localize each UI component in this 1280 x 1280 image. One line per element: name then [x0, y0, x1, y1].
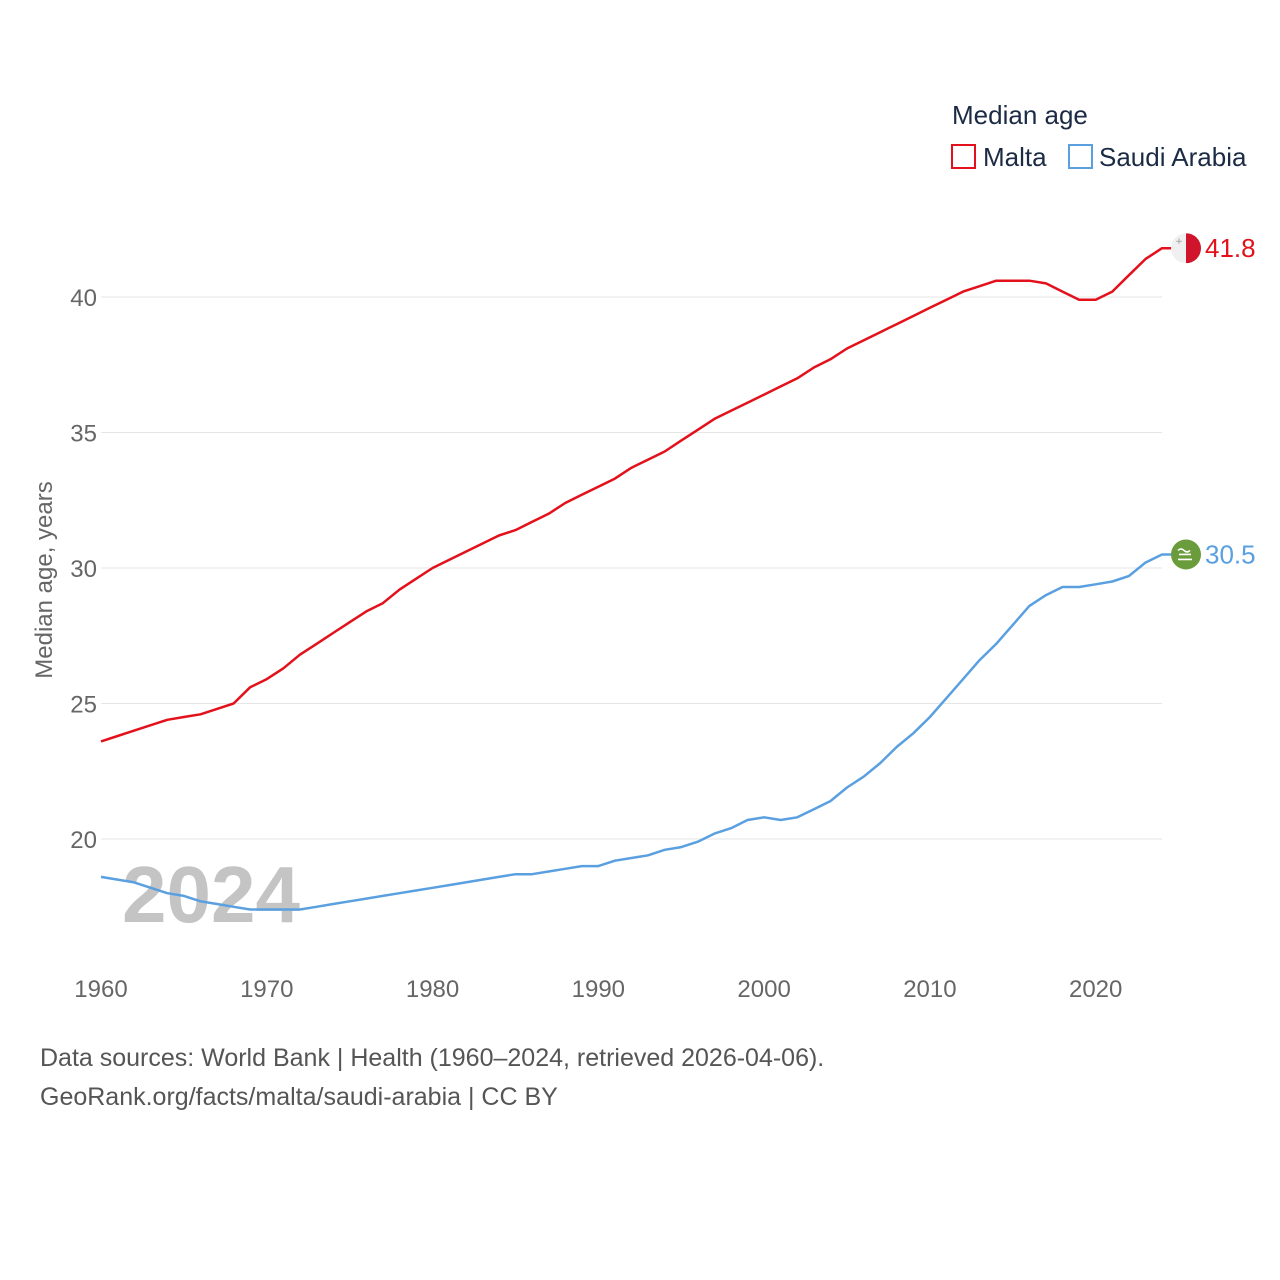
y-tick-label: 35 [70, 421, 97, 448]
y-axis-title: Median age, years [31, 481, 58, 678]
saudi-arabia-flag-icon [1171, 539, 1201, 570]
y-tick-label: 30 [70, 556, 97, 583]
series-line-malta[interactable] [100, 246, 1172, 743]
year-watermark: 2024 [122, 850, 300, 939]
legend: Median age Malta Saudi Arabia [951, 100, 1247, 172]
legend-label-saudi-arabia[interactable]: Saudi Arabia [1099, 142, 1247, 172]
x-tick-label: 1970 [240, 976, 293, 1003]
source-line-2: GeoRank.org/facts/malta/saudi-arabia | C… [40, 1083, 558, 1111]
series-line-saudi-arabia[interactable] [100, 553, 1172, 911]
grid-layer [101, 296, 1162, 840]
end-value-label-saudi-arabia: 30.5 [1205, 539, 1256, 569]
x-tick-label: 1980 [406, 976, 459, 1003]
x-tick-label: 2000 [737, 976, 790, 1003]
malta-flag-icon: + [1171, 233, 1201, 264]
legend-title: Median age [952, 100, 1088, 130]
source-line-1: Data sources: World Bank | Health (1960–… [40, 1044, 825, 1072]
y-tick-label: 40 [70, 285, 97, 312]
x-tick-label: 2010 [903, 976, 956, 1003]
x-tick-label: 2020 [1069, 976, 1122, 1003]
legend-swatch-malta[interactable] [951, 144, 976, 169]
svg-text:+: + [1175, 237, 1183, 247]
y-tick-label: 25 [70, 692, 97, 719]
series-lines [100, 246, 1172, 911]
y-tick-label: 20 [70, 827, 97, 854]
x-tick-label: 1960 [74, 976, 127, 1003]
y-axis-ticks: 20 25 30 35 40 [70, 285, 97, 854]
legend-label-malta[interactable]: Malta [983, 142, 1047, 172]
x-axis-ticks: 1960 1970 1980 1990 2000 2010 2020 [74, 976, 1122, 1003]
legend-swatch-saudi-arabia[interactable] [1068, 144, 1093, 169]
series-end-markers: +41.8 30.5 [1171, 233, 1256, 570]
x-tick-label: 1990 [572, 976, 625, 1003]
end-value-label-malta: 41.8 [1205, 233, 1256, 263]
